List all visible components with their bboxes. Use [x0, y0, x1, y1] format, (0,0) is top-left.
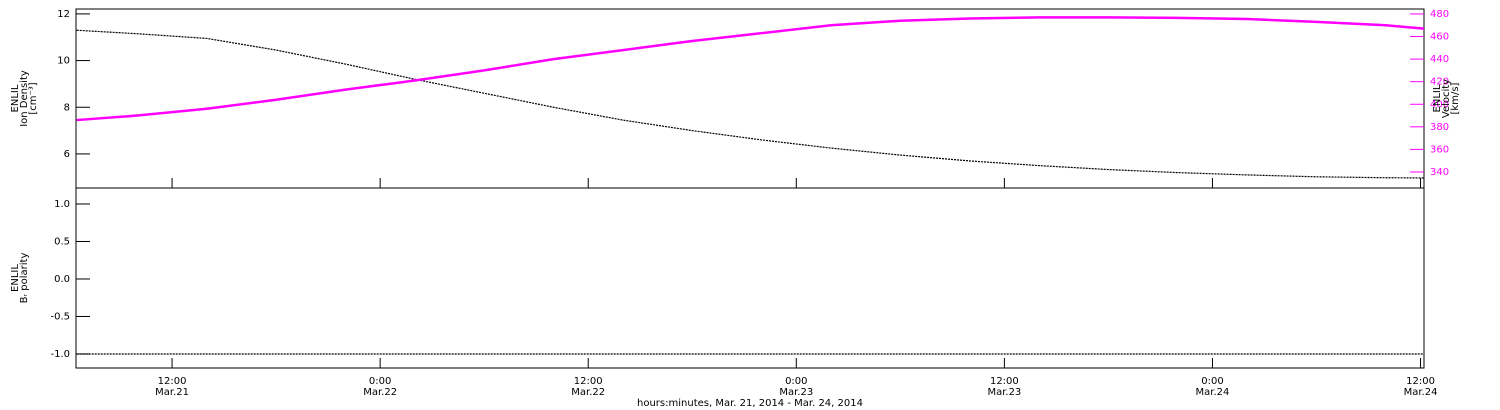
- x-tick-label: 12:00: [990, 376, 1019, 387]
- y-tick-label: 0.5: [54, 236, 70, 247]
- x-tick-date: Mar.21: [155, 387, 189, 398]
- x-tick-date: Mar.22: [571, 387, 605, 398]
- y2-axis-label: ENLIL: [1432, 84, 1443, 112]
- y2-tick-label: 340: [1430, 167, 1449, 178]
- y2-tick-label: 380: [1430, 122, 1449, 133]
- y-tick-label: -0.5: [50, 311, 70, 322]
- x-tick-label: 12:00: [1406, 376, 1435, 387]
- y-axis-label: Ion Density: [19, 70, 30, 127]
- y2-tick-label: 460: [1430, 32, 1449, 43]
- y-axis-label: [cm⁻³]: [28, 82, 39, 114]
- x-axis-label: hours:minutes, Mar. 21, 2014 - Mar. 24, …: [637, 398, 863, 409]
- y2-axis-label: [km/s]: [1450, 82, 1461, 114]
- y2-tick-label: 420: [1430, 77, 1449, 88]
- y2-tick-label: 480: [1430, 9, 1449, 20]
- series-line: [76, 16, 1425, 122]
- y-axis-label: ENLIL: [10, 84, 21, 112]
- y-tick-label: 12: [57, 9, 70, 20]
- y-axis-label: ENLIL: [10, 264, 21, 292]
- y-tick-label: -1.0: [50, 349, 70, 360]
- x-tick-date: Mar.23: [779, 387, 813, 398]
- x-tick-date: Mar.22: [363, 387, 397, 398]
- plot-frame: [75, 187, 1425, 369]
- x-tick-date: Mar.24: [1404, 387, 1438, 398]
- y-tick-label: 8: [64, 102, 70, 113]
- y-tick-label: 1.0: [54, 199, 70, 210]
- x-tick-label: 0:00: [369, 376, 391, 387]
- x-tick-label: 12:00: [574, 376, 603, 387]
- x-tick-date: Mar.23: [987, 387, 1021, 398]
- x-tick-label: 0:00: [785, 376, 807, 387]
- y-axis-label: Bᵣ polarity: [19, 253, 30, 304]
- y-tick-label: 10: [57, 56, 70, 67]
- y2-tick-label: 440: [1430, 54, 1449, 65]
- y2-tick-label: 400: [1430, 99, 1449, 110]
- x-tick-label: 0:00: [1201, 376, 1223, 387]
- x-tick-label: 12:00: [158, 376, 187, 387]
- series-line: [76, 29, 1425, 179]
- y-tick-label: 0.0: [54, 274, 70, 285]
- x-tick-date: Mar.24: [1196, 387, 1230, 398]
- y2-axis-label: Velocity: [1441, 79, 1452, 118]
- y-tick-label: 6: [64, 149, 70, 160]
- y2-tick-label: 360: [1430, 144, 1449, 155]
